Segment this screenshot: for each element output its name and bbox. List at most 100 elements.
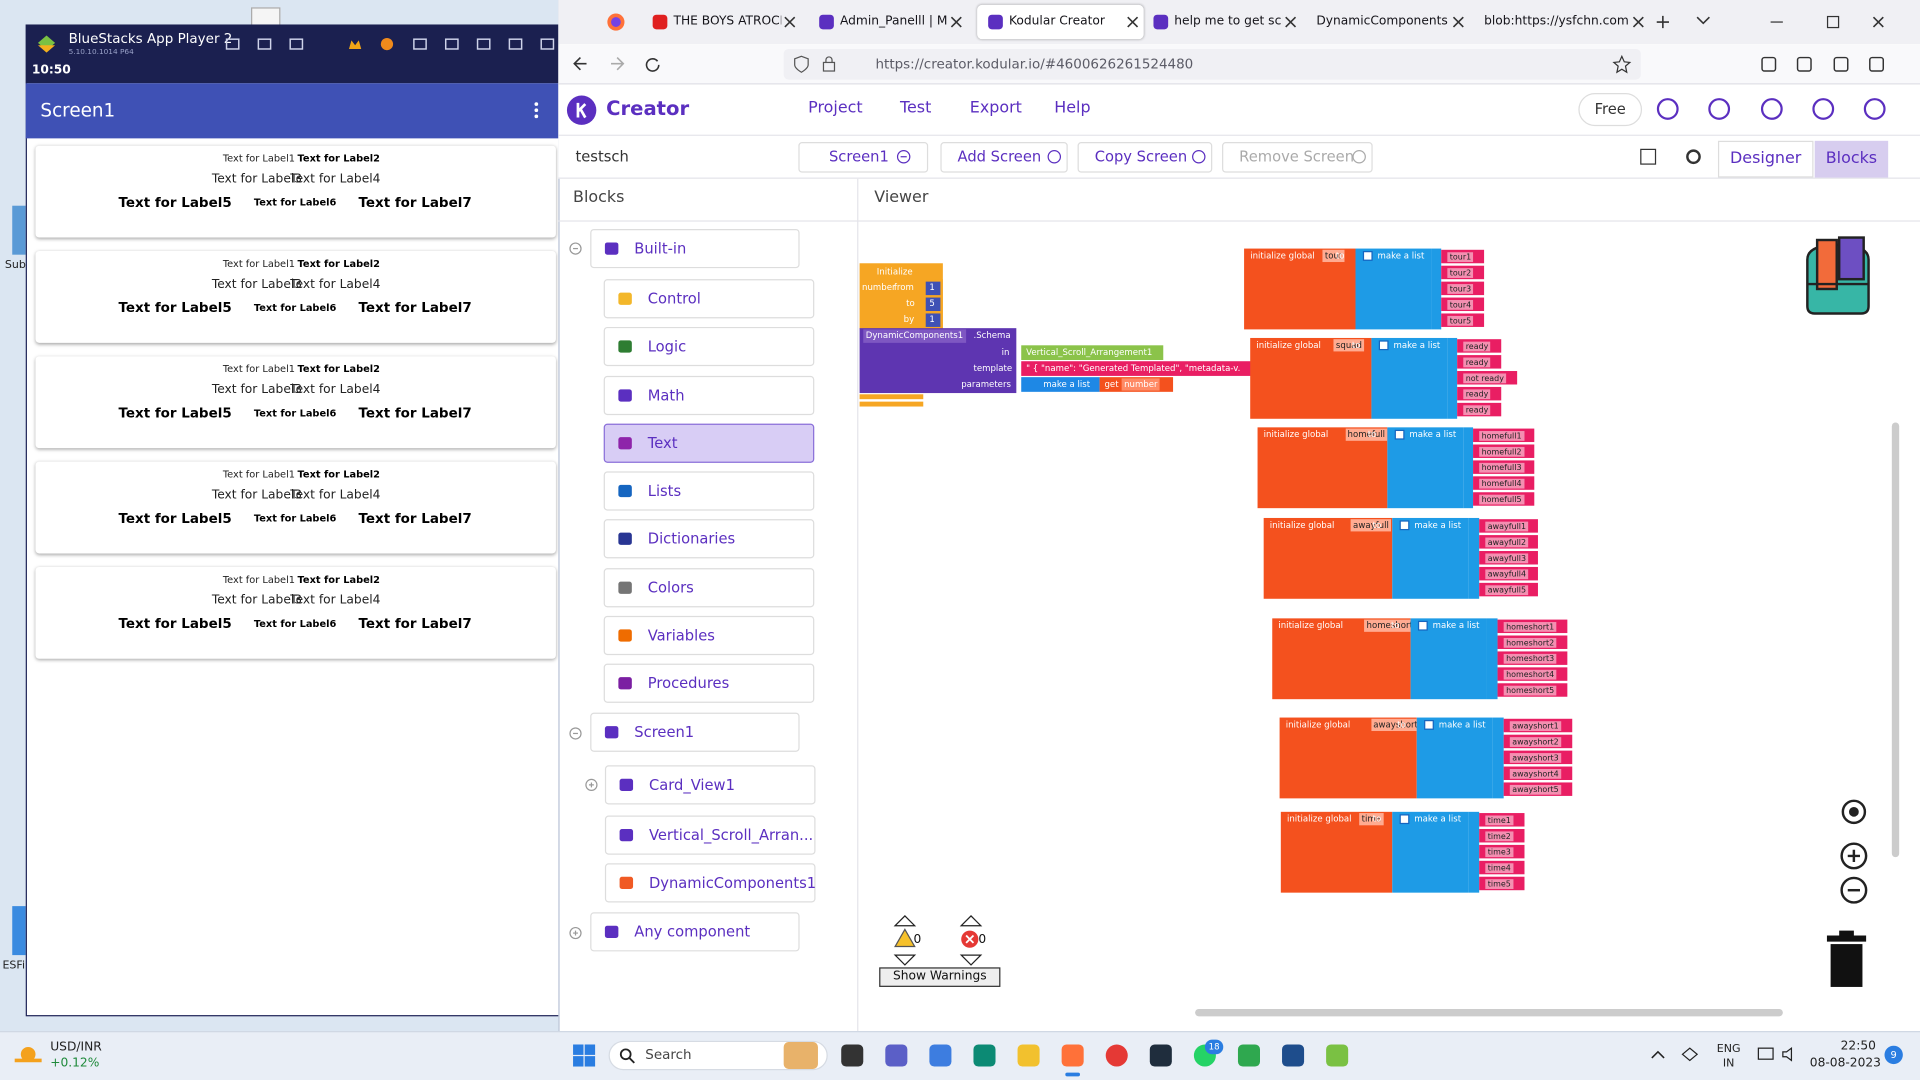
taskbar-app[interactable] xyxy=(928,1043,952,1067)
header-icon[interactable] xyxy=(1760,98,1783,120)
tray-icon[interactable] xyxy=(1681,1047,1699,1062)
tree-label[interactable]: Control xyxy=(647,290,701,308)
header-icon[interactable] xyxy=(1863,98,1886,120)
url-field[interactable] xyxy=(783,48,1641,80)
tree-component[interactable] xyxy=(604,863,816,903)
collapse[interactable] xyxy=(569,727,582,740)
screen-selector[interactable] xyxy=(798,142,929,173)
start[interactable] xyxy=(573,1044,596,1067)
tab-title[interactable]: THE BOYS ATROCITI xyxy=(673,14,781,29)
clock[interactable]: 22:50 xyxy=(1840,1039,1876,1054)
toolbar-icon[interactable] xyxy=(1796,56,1812,72)
recenter[interactable] xyxy=(1840,798,1867,825)
firefox-icon[interactable] xyxy=(607,13,625,31)
titlebar-button[interactable] xyxy=(225,37,240,52)
builtin-drawer[interactable] xyxy=(603,327,815,367)
tree-label[interactable]: Math xyxy=(647,386,685,404)
tab-title[interactable]: Admin_Panelll | My l xyxy=(840,14,948,29)
titlebar-button[interactable] xyxy=(444,37,459,52)
builtin-drawer[interactable] xyxy=(603,279,815,319)
forward[interactable] xyxy=(610,56,625,71)
titlebar-button[interactable] xyxy=(476,37,491,52)
builtin-drawer[interactable] xyxy=(603,375,815,415)
titlebar-button[interactable] xyxy=(380,37,395,52)
input-region[interactable]: IN xyxy=(1722,1057,1735,1071)
toolbar-icon[interactable] xyxy=(1833,56,1849,72)
mode-button[interactable]: Designer xyxy=(1717,140,1814,178)
date[interactable]: 08-08-2023 xyxy=(1809,1056,1881,1071)
builtin-drawer[interactable] xyxy=(603,471,815,511)
builtin-drawer[interactable] xyxy=(603,567,815,607)
tree-label[interactable]: Screen1 xyxy=(634,723,695,741)
menu-item[interactable]: Export xyxy=(969,99,1022,118)
close-icon[interactable] xyxy=(784,16,796,28)
tree-component[interactable] xyxy=(590,912,800,952)
taskbar-app[interactable] xyxy=(1016,1043,1040,1067)
screen-action-label[interactable]: Remove Screen xyxy=(1239,148,1355,166)
header-icon[interactable] xyxy=(1708,98,1731,120)
tree-component[interactable] xyxy=(604,815,816,855)
tab-title[interactable]: blob:https://ysfchn.com xyxy=(1484,14,1629,29)
taskbar-app[interactable] xyxy=(884,1043,908,1067)
maximize[interactable] xyxy=(1826,15,1840,29)
url[interactable]: https://creator.kodular.io/#460062626152… xyxy=(875,56,1194,73)
tree-label[interactable]: Colors xyxy=(647,578,694,596)
bookmark-star[interactable] xyxy=(1612,54,1632,74)
tree-component[interactable] xyxy=(604,765,816,805)
titlebar-button[interactable] xyxy=(257,37,272,52)
tab-title[interactable]: Kodular Creator xyxy=(1008,14,1105,29)
titlebar-button[interactable] xyxy=(508,37,523,52)
builtin-drawer[interactable] xyxy=(603,423,815,463)
header-icon[interactable] xyxy=(1656,98,1679,120)
tray-icon[interactable] xyxy=(1757,1047,1774,1062)
tree-label[interactable]: Lists xyxy=(647,482,682,500)
zoom-out[interactable] xyxy=(1840,876,1868,904)
tree-label[interactable]: Procedures xyxy=(647,674,730,692)
tree-component[interactable] xyxy=(590,712,800,752)
toolbar-icon[interactable] xyxy=(1869,56,1885,72)
zoom-in[interactable] xyxy=(1840,842,1868,870)
trash[interactable] xyxy=(1826,930,1867,987)
taskbar-app[interactable] xyxy=(972,1043,996,1067)
plan-button[interactable]: Free xyxy=(1578,93,1643,127)
tab-title[interactable]: DynamicComponents Sc xyxy=(1316,14,1449,29)
show-warnings-button[interactable]: Show Warnings xyxy=(879,967,1001,987)
tray-chevron[interactable] xyxy=(1651,1050,1665,1059)
titlebar-button[interactable] xyxy=(413,37,428,52)
close-icon[interactable] xyxy=(950,16,962,28)
titlebar-button[interactable] xyxy=(289,37,304,52)
tree-label[interactable]: Text xyxy=(647,434,678,452)
tree-label[interactable]: Any component xyxy=(634,923,751,941)
titlebar-button[interactable] xyxy=(540,37,555,52)
back[interactable] xyxy=(573,56,588,71)
menu-item[interactable]: Help xyxy=(1054,99,1091,118)
close-icon[interactable] xyxy=(1872,16,1884,28)
tree-label[interactable]: Dictionaries xyxy=(647,530,736,548)
layout-icon[interactable] xyxy=(1640,148,1657,165)
screen-action[interactable] xyxy=(1222,142,1373,173)
tab-title[interactable]: help me to get sche xyxy=(1174,14,1282,29)
builtin-drawer[interactable] xyxy=(603,663,815,703)
tree-label[interactable]: Built-in xyxy=(634,240,687,258)
notification-badge[interactable]: 9 xyxy=(1884,1045,1903,1065)
titlebar-button[interactable] xyxy=(348,37,363,52)
taskbar-app[interactable] xyxy=(1237,1043,1261,1067)
toolbar-icon[interactable] xyxy=(1761,56,1777,72)
tree-label[interactable]: Variables xyxy=(647,626,715,644)
search-placeholder[interactable]: Search xyxy=(645,1046,692,1063)
builtin-drawer[interactable] xyxy=(603,615,815,655)
mode-button[interactable]: Blocks xyxy=(1814,140,1889,178)
screen-action-label[interactable]: Copy Screen xyxy=(1094,148,1188,166)
screen-selector-label[interactable]: Screen1 xyxy=(828,148,889,166)
warning-nav[interactable] xyxy=(893,915,917,966)
taskbar-app[interactable] xyxy=(1325,1043,1349,1067)
menu-item[interactable]: Project xyxy=(808,99,863,118)
overflow-menu[interactable] xyxy=(533,102,540,119)
menu-item[interactable]: Test xyxy=(900,99,932,118)
tree-label[interactable]: Vertical_Scroll_Arran... xyxy=(648,826,814,844)
tree-label[interactable]: Card_View1 xyxy=(648,776,735,794)
close-icon[interactable] xyxy=(1632,16,1644,28)
collapse[interactable] xyxy=(569,242,582,255)
builtin-drawer[interactable] xyxy=(603,519,815,559)
screen-action[interactable] xyxy=(940,142,1068,173)
